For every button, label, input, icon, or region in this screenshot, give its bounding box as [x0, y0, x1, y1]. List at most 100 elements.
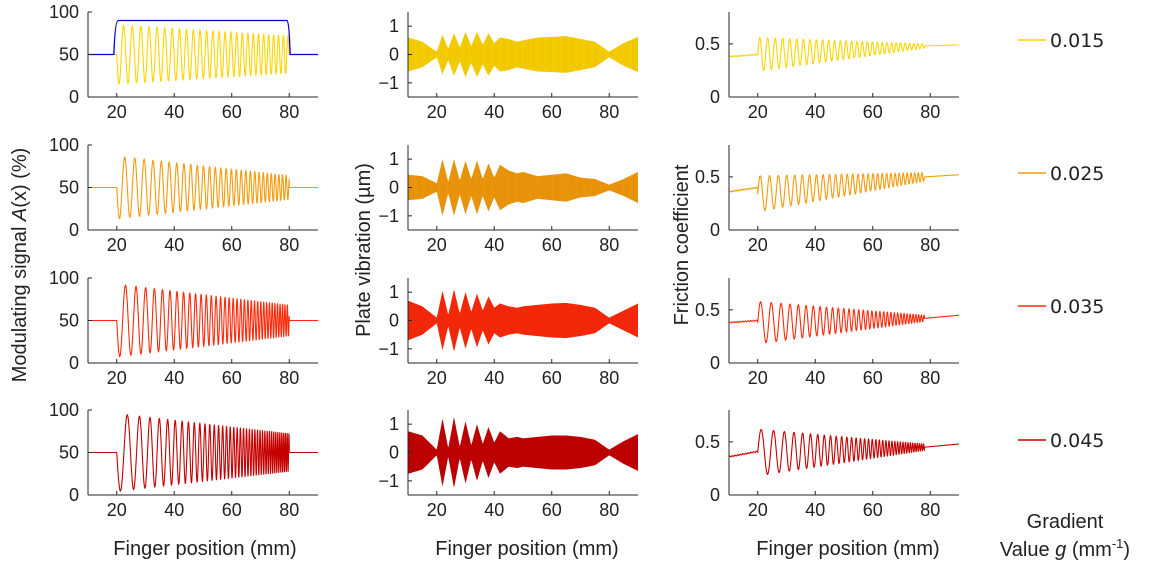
x-tick-label: 60 — [863, 368, 883, 388]
x-tick-label: 80 — [279, 368, 299, 388]
y-tick-label: 0 — [389, 443, 399, 463]
x-tick-label: 80 — [920, 102, 940, 122]
x-tick-label: 20 — [107, 500, 127, 520]
x-tick-label: 60 — [863, 235, 883, 255]
panel-modulating-signal-g0015: 20 40 60 80 0 50 100 — [49, 2, 318, 122]
x-tick-label: 40 — [484, 500, 504, 520]
vibration-envelope-g0045 — [408, 417, 638, 488]
y-tick-label: −1 — [378, 73, 399, 93]
legend-item: 0.035 — [1018, 296, 1104, 318]
x-tick-label: 60 — [222, 235, 242, 255]
vibration-envelope-g0025 — [408, 159, 638, 216]
series-line-g0035 — [729, 301, 959, 344]
legend-title-exp: -1 — [1112, 536, 1124, 551]
x-tick-label: 60 — [542, 368, 562, 388]
target-signal-line — [88, 19, 318, 56]
x-axis-title-friction: Finger position (mm) — [756, 538, 939, 560]
plot-area — [88, 156, 318, 220]
y-tick-label: 100 — [49, 400, 79, 420]
x-tick-label: 20 — [107, 368, 127, 388]
x-tick-label: 80 — [599, 500, 619, 520]
y-tick-label: −1 — [378, 471, 399, 491]
y-axis-title-modulating-var: A — [9, 208, 31, 222]
y-tick-label: 0 — [710, 485, 720, 505]
y-tick-label: 0.5 — [695, 300, 720, 320]
x-tick-label: 40 — [164, 235, 184, 255]
y-tick-label: 50 — [59, 45, 79, 65]
plot-area — [88, 284, 318, 358]
y-tick-label: 0 — [710, 353, 720, 373]
legend-title-close: ) — [1123, 539, 1130, 561]
legend-item: 0.015 — [1018, 30, 1104, 52]
panel-friction-coefficient-g0015: 20 40 60 80 0 0.5 — [695, 12, 959, 122]
panel-plate-vibration-g0035: 20 40 60 80 −1 0 1 — [378, 278, 638, 388]
x-tick-label: 40 — [805, 102, 825, 122]
y-tick-label: 1 — [389, 282, 399, 302]
series-line-g0045 — [729, 428, 959, 475]
panel-modulating-signal-g0025: 20 40 60 80 0 50 100 — [49, 135, 318, 255]
y-tick-label: 100 — [49, 2, 79, 22]
y-tick-label: 100 — [49, 135, 79, 155]
y-tick-label: 0 — [69, 87, 79, 107]
panel-modulating-signal-g0045: 20 40 60 80 0 50 100 — [49, 400, 318, 520]
y-tick-label: 0 — [389, 311, 399, 331]
y-tick-label: 50 — [59, 311, 79, 331]
plot-area — [408, 289, 638, 352]
legend-label: 0.035 — [1050, 296, 1104, 318]
legend-label: 0.025 — [1050, 163, 1104, 185]
y-tick-label: 100 — [49, 268, 79, 288]
series-line-g0015 — [729, 37, 959, 72]
x-tick-label: 40 — [164, 368, 184, 388]
series-line-g0045 — [88, 414, 318, 492]
panel-plate-vibration-g0045: 20 40 60 80 −1 0 1 — [378, 410, 638, 520]
y-tick-label: −1 — [378, 206, 399, 226]
series-line-g0035 — [88, 284, 318, 358]
plot-area — [88, 19, 318, 85]
y-tick-label: 50 — [59, 178, 79, 198]
y-axis-title-modulating: Modulating signal A(x) (%) — [9, 148, 31, 383]
x-tick-label: 60 — [542, 500, 562, 520]
legend-title-var: g — [1055, 539, 1066, 561]
y-tick-label: 50 — [59, 443, 79, 463]
y-axis-title-modulating-suffix: (x) (%) — [9, 148, 31, 208]
y-tick-label: 0.5 — [695, 34, 720, 54]
x-tick-label: 80 — [920, 368, 940, 388]
x-tick-label: 60 — [863, 102, 883, 122]
y-tick-label: 1 — [389, 16, 399, 36]
y-tick-label: 0 — [389, 45, 399, 65]
y-tick-label: 0 — [69, 353, 79, 373]
x-tick-label: 60 — [863, 500, 883, 520]
x-tick-label: 80 — [920, 500, 940, 520]
y-tick-label: 0.5 — [695, 432, 720, 452]
x-tick-label: 60 — [222, 500, 242, 520]
x-tick-label: 80 — [599, 368, 619, 388]
legend-label: 0.045 — [1050, 430, 1104, 452]
plot-area — [408, 417, 638, 488]
vibration-envelope-g0015 — [408, 31, 638, 78]
x-tick-label: 60 — [222, 102, 242, 122]
y-tick-label: 1 — [389, 149, 399, 169]
x-tick-label: 20 — [748, 102, 768, 122]
x-tick-label: 20 — [427, 368, 447, 388]
x-tick-label: 20 — [748, 500, 768, 520]
x-tick-label: 80 — [279, 102, 299, 122]
legend-title-line1: Gradient — [1027, 511, 1104, 533]
y-tick-label: −1 — [378, 339, 399, 359]
panel-friction-coefficient-g0045: 20 40 60 80 0 0.5 — [695, 410, 959, 520]
x-axis-title-modulating: Finger position (mm) — [113, 538, 296, 560]
panel-modulating-signal-g0035: 20 40 60 80 0 50 100 — [49, 268, 318, 388]
panel-friction-coefficient-g0025: 20 40 60 80 0 0.5 — [695, 145, 959, 255]
x-tick-label: 20 — [748, 368, 768, 388]
x-tick-label: 40 — [805, 235, 825, 255]
x-tick-label: 80 — [279, 235, 299, 255]
x-tick-label: 40 — [805, 500, 825, 520]
x-tick-label: 60 — [222, 368, 242, 388]
plot-area — [729, 428, 959, 475]
panel-friction-coefficient-g0035: 20 40 60 80 0 0.5 — [695, 278, 959, 388]
y-tick-label: 1 — [389, 414, 399, 434]
panel-plate-vibration-g0025: 20 40 60 80 −1 0 1 — [378, 145, 638, 255]
legend-item: 0.025 — [1018, 163, 1104, 185]
panel-plate-vibration-g0015: 20 40 60 80 −1 0 1 — [378, 12, 638, 122]
x-tick-label: 20 — [748, 235, 768, 255]
